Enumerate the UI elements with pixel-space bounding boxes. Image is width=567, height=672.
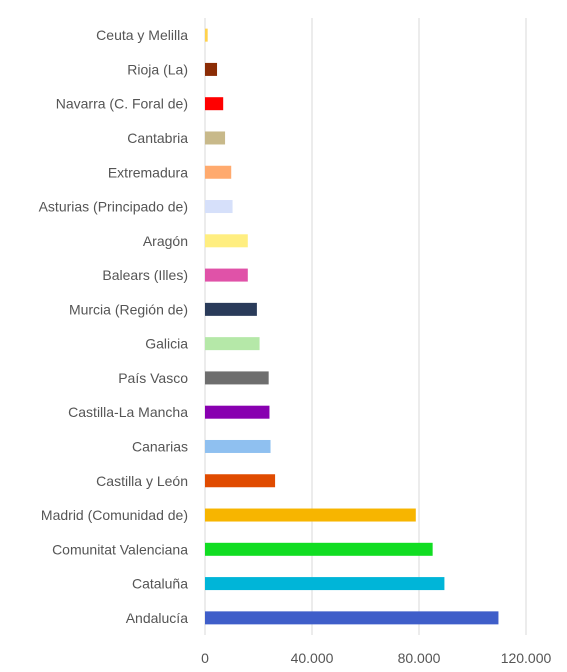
x-tick-label: 80.000 <box>398 650 441 666</box>
bar <box>205 62 218 76</box>
bar <box>205 439 271 453</box>
x-tick-label: 0 <box>201 650 209 666</box>
category-label: Asturias (Principado de) <box>39 199 188 215</box>
category-label: Comunitat Valenciana <box>52 541 188 557</box>
bar <box>205 542 433 556</box>
gridlines <box>204 18 527 635</box>
x-tick-label: 120.000 <box>501 650 552 666</box>
bar <box>205 337 260 351</box>
bar <box>205 405 270 419</box>
category-label: Extremadura <box>108 164 188 180</box>
bar <box>205 508 416 522</box>
category-label: Aragón <box>143 233 188 249</box>
category-label: Ceuta y Melilla <box>96 27 188 43</box>
bar <box>205 268 248 282</box>
bar <box>205 577 445 591</box>
category-label: Cataluña <box>132 576 188 592</box>
category-label: Cantabria <box>127 130 188 146</box>
x-tick-label: 40.000 <box>291 650 334 666</box>
category-label: Balears (Illes) <box>102 267 188 283</box>
category-label: Madrid (Comunidad de) <box>41 507 188 523</box>
bar <box>205 474 276 488</box>
bars <box>205 28 499 625</box>
bar <box>205 302 257 316</box>
category-label: Rioja (La) <box>127 61 188 77</box>
category-label: Andalucía <box>126 610 188 626</box>
category-label: Castilla y León <box>96 473 188 489</box>
bar <box>205 371 269 385</box>
category-label: País Vasco <box>118 370 188 386</box>
category-label: Murcia (Región de) <box>69 301 188 317</box>
bar <box>205 234 248 248</box>
category-labels: Ceuta y Melilla Rioja (La) Navarra (C. For… <box>39 27 189 626</box>
x-tick-labels: 0 40.000 80.000 120.000 <box>201 650 551 666</box>
bar <box>205 200 233 214</box>
category-label: Galicia <box>145 336 188 352</box>
bar <box>205 611 499 625</box>
category-label: Navarra (C. Foral de) <box>56 96 188 112</box>
bar <box>205 165 232 179</box>
category-label: Canarias <box>132 438 188 454</box>
bar <box>205 131 226 145</box>
bar <box>205 28 208 42</box>
category-label: Castilla-La Mancha <box>68 404 188 420</box>
bar <box>205 97 224 111</box>
